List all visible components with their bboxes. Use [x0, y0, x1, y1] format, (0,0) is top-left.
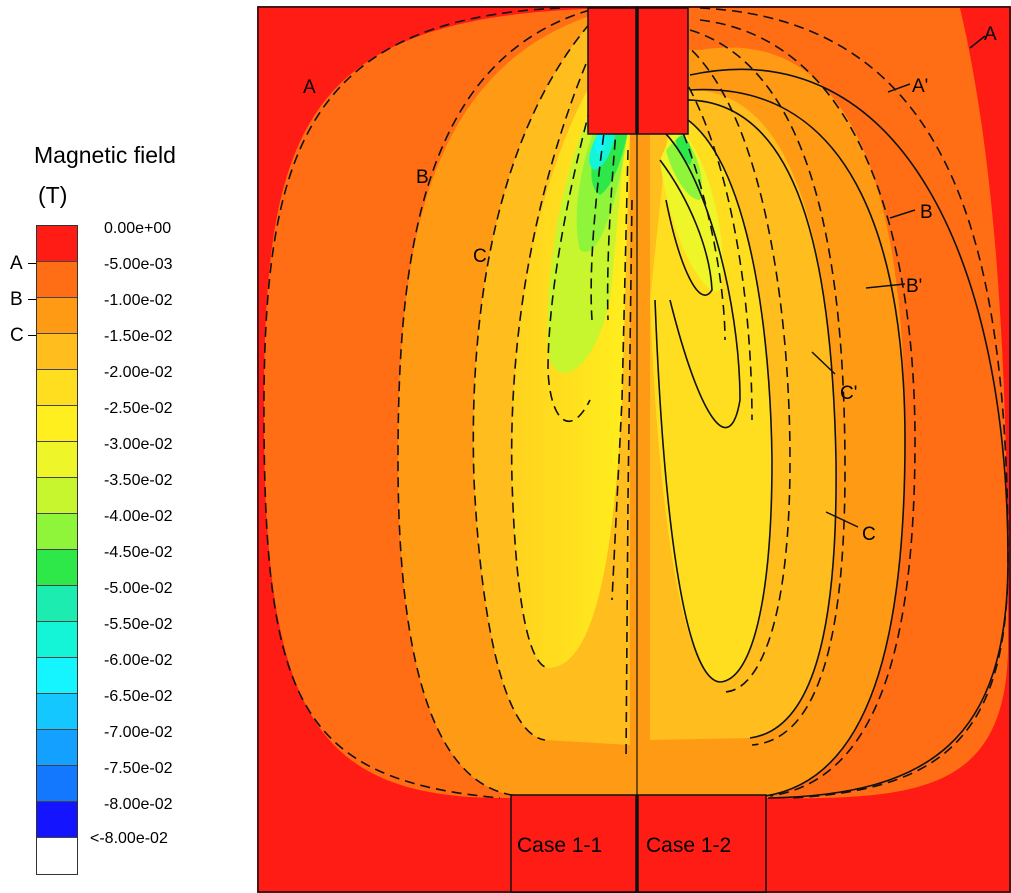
contour-label-right-b-prime: B' — [906, 276, 922, 297]
legend-tick-label: -3.00e-02 — [104, 436, 173, 453]
legend-tick-label: -4.00e-02 — [104, 508, 173, 525]
contour-label-right-a-prime: A' — [912, 76, 928, 97]
contour-label-left-c: C — [473, 246, 487, 267]
right-contour-lines — [654, 68, 1009, 799]
leader-line — [865, 283, 906, 289]
case-label-right: Case 1-2 — [646, 834, 731, 857]
magnetic-field-contour-plot: Case 1-1 Case 1-2 A B C A A' B B' C' C — [257, 6, 1011, 893]
color-swatch — [37, 334, 77, 370]
contour-label-left-a: A — [303, 77, 316, 98]
leader-line — [811, 351, 836, 375]
left-field-bands — [263, 8, 637, 799]
legend-tick-label: -4.50e-02 — [104, 544, 173, 561]
legend-tick-label: -2.00e-02 — [104, 364, 173, 381]
color-swatch — [37, 442, 77, 478]
contour-label-right-b: B — [920, 202, 933, 223]
color-swatch — [37, 514, 77, 550]
contour-label-right-c: C — [862, 524, 876, 545]
color-swatch — [37, 586, 77, 622]
right-field-bands — [637, 8, 1008, 799]
color-swatch — [37, 622, 77, 658]
legend-tick-label: -3.50e-02 — [104, 472, 173, 489]
leader-line — [889, 209, 916, 219]
contour-key-letter: C — [10, 325, 24, 346]
case-block-left — [510, 794, 637, 893]
color-swatch — [37, 406, 77, 442]
plot-frame — [257, 6, 1011, 893]
color-swatch — [37, 766, 77, 802]
color-swatch — [37, 226, 77, 262]
legend-tick-label: -7.50e-02 — [104, 760, 173, 777]
top-block-right — [637, 7, 689, 135]
legend-tick-label: <-8.00e-02 — [90, 830, 168, 847]
legend-unit: (T) — [38, 182, 68, 208]
leader-line — [825, 511, 859, 528]
color-scale — [36, 225, 78, 875]
legend-tick-label: -5.50e-02 — [104, 616, 173, 633]
contour-label-right-a: A — [984, 24, 997, 45]
legend-tick-label: -8.00e-02 — [104, 796, 173, 813]
color-swatch — [37, 298, 77, 334]
legend-title: Magnetic field — [34, 142, 176, 168]
leader-line — [969, 35, 986, 49]
contour-key-letter: B — [10, 289, 23, 310]
case-block-right — [637, 794, 767, 893]
legend-tick-label: -6.50e-02 — [104, 688, 173, 705]
legend-tick-label: -2.50e-02 — [104, 400, 173, 417]
color-swatch — [37, 838, 77, 874]
leader-line — [887, 83, 911, 93]
color-swatch — [37, 262, 77, 298]
legend-tick-label: -7.00e-02 — [104, 724, 173, 741]
color-swatch — [37, 694, 77, 730]
contour-key-tick — [28, 299, 36, 300]
contour-label-right-c-prime: C' — [840, 383, 857, 404]
legend-tick-label: -6.00e-02 — [104, 652, 173, 669]
legend-tick-label: 0.00e+00 — [104, 220, 172, 237]
color-swatch — [37, 658, 77, 694]
legend-tick-label: -1.50e-02 — [104, 328, 173, 345]
left-contour-lines — [263, 7, 633, 799]
color-swatch — [37, 370, 77, 406]
case-label-left: Case 1-1 — [517, 834, 602, 857]
contour-key-letter: A — [10, 253, 23, 274]
legend-tick-label: -5.00e-03 — [104, 256, 173, 273]
color-swatch — [37, 478, 77, 514]
color-swatch — [37, 550, 77, 586]
color-swatch — [37, 730, 77, 766]
legend-tick-label: -1.00e-02 — [104, 292, 173, 309]
contour-key-tick — [28, 335, 36, 336]
contour-label-left-b: B — [416, 167, 429, 188]
contour-key-tick — [28, 263, 36, 264]
legend-tick-label: -5.00e-02 — [104, 580, 173, 597]
top-block-left — [587, 7, 637, 135]
color-swatch — [37, 802, 77, 838]
